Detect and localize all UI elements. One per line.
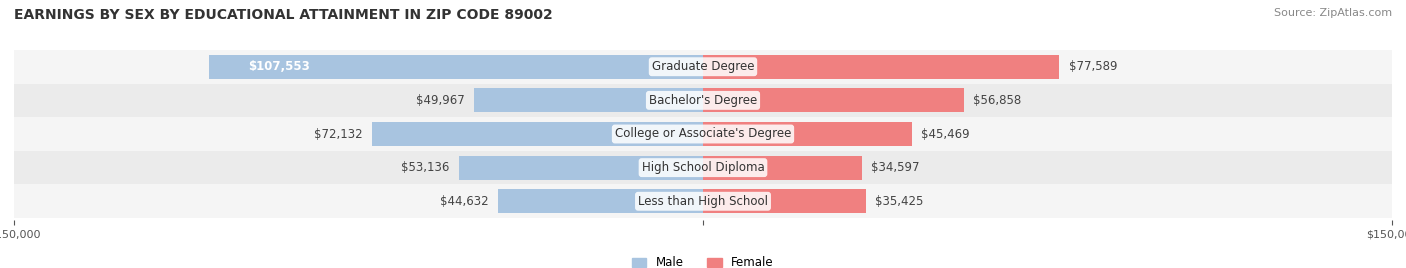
Bar bbox=[458, 155, 703, 180]
Bar bbox=[498, 189, 703, 213]
Bar bbox=[14, 117, 1392, 151]
Text: EARNINGS BY SEX BY EDUCATIONAL ATTAINMENT IN ZIP CODE 89002: EARNINGS BY SEX BY EDUCATIONAL ATTAINMEN… bbox=[14, 8, 553, 22]
Bar bbox=[14, 84, 1392, 117]
Bar bbox=[703, 122, 912, 146]
Text: $35,425: $35,425 bbox=[875, 195, 924, 208]
Text: High School Diploma: High School Diploma bbox=[641, 161, 765, 174]
Bar bbox=[703, 55, 1059, 79]
Text: $107,553: $107,553 bbox=[249, 60, 311, 73]
Text: $45,469: $45,469 bbox=[921, 128, 970, 140]
Bar bbox=[703, 88, 965, 113]
Text: Less than High School: Less than High School bbox=[638, 195, 768, 208]
Legend: Male, Female: Male, Female bbox=[627, 251, 779, 268]
Text: College or Associate's Degree: College or Associate's Degree bbox=[614, 128, 792, 140]
Text: $53,136: $53,136 bbox=[401, 161, 450, 174]
Text: $72,132: $72,132 bbox=[314, 128, 363, 140]
Text: $34,597: $34,597 bbox=[872, 161, 920, 174]
Text: $77,589: $77,589 bbox=[1069, 60, 1116, 73]
Bar bbox=[703, 155, 862, 180]
Bar bbox=[209, 55, 703, 79]
Text: Source: ZipAtlas.com: Source: ZipAtlas.com bbox=[1274, 8, 1392, 18]
Bar bbox=[14, 151, 1392, 184]
Text: Bachelor's Degree: Bachelor's Degree bbox=[650, 94, 756, 107]
Bar bbox=[371, 122, 703, 146]
Bar bbox=[14, 184, 1392, 218]
Bar bbox=[474, 88, 703, 113]
Text: $49,967: $49,967 bbox=[416, 94, 464, 107]
Text: $44,632: $44,632 bbox=[440, 195, 489, 208]
Text: Graduate Degree: Graduate Degree bbox=[652, 60, 754, 73]
Text: $56,858: $56,858 bbox=[973, 94, 1022, 107]
Bar bbox=[14, 50, 1392, 84]
Bar bbox=[703, 189, 866, 213]
